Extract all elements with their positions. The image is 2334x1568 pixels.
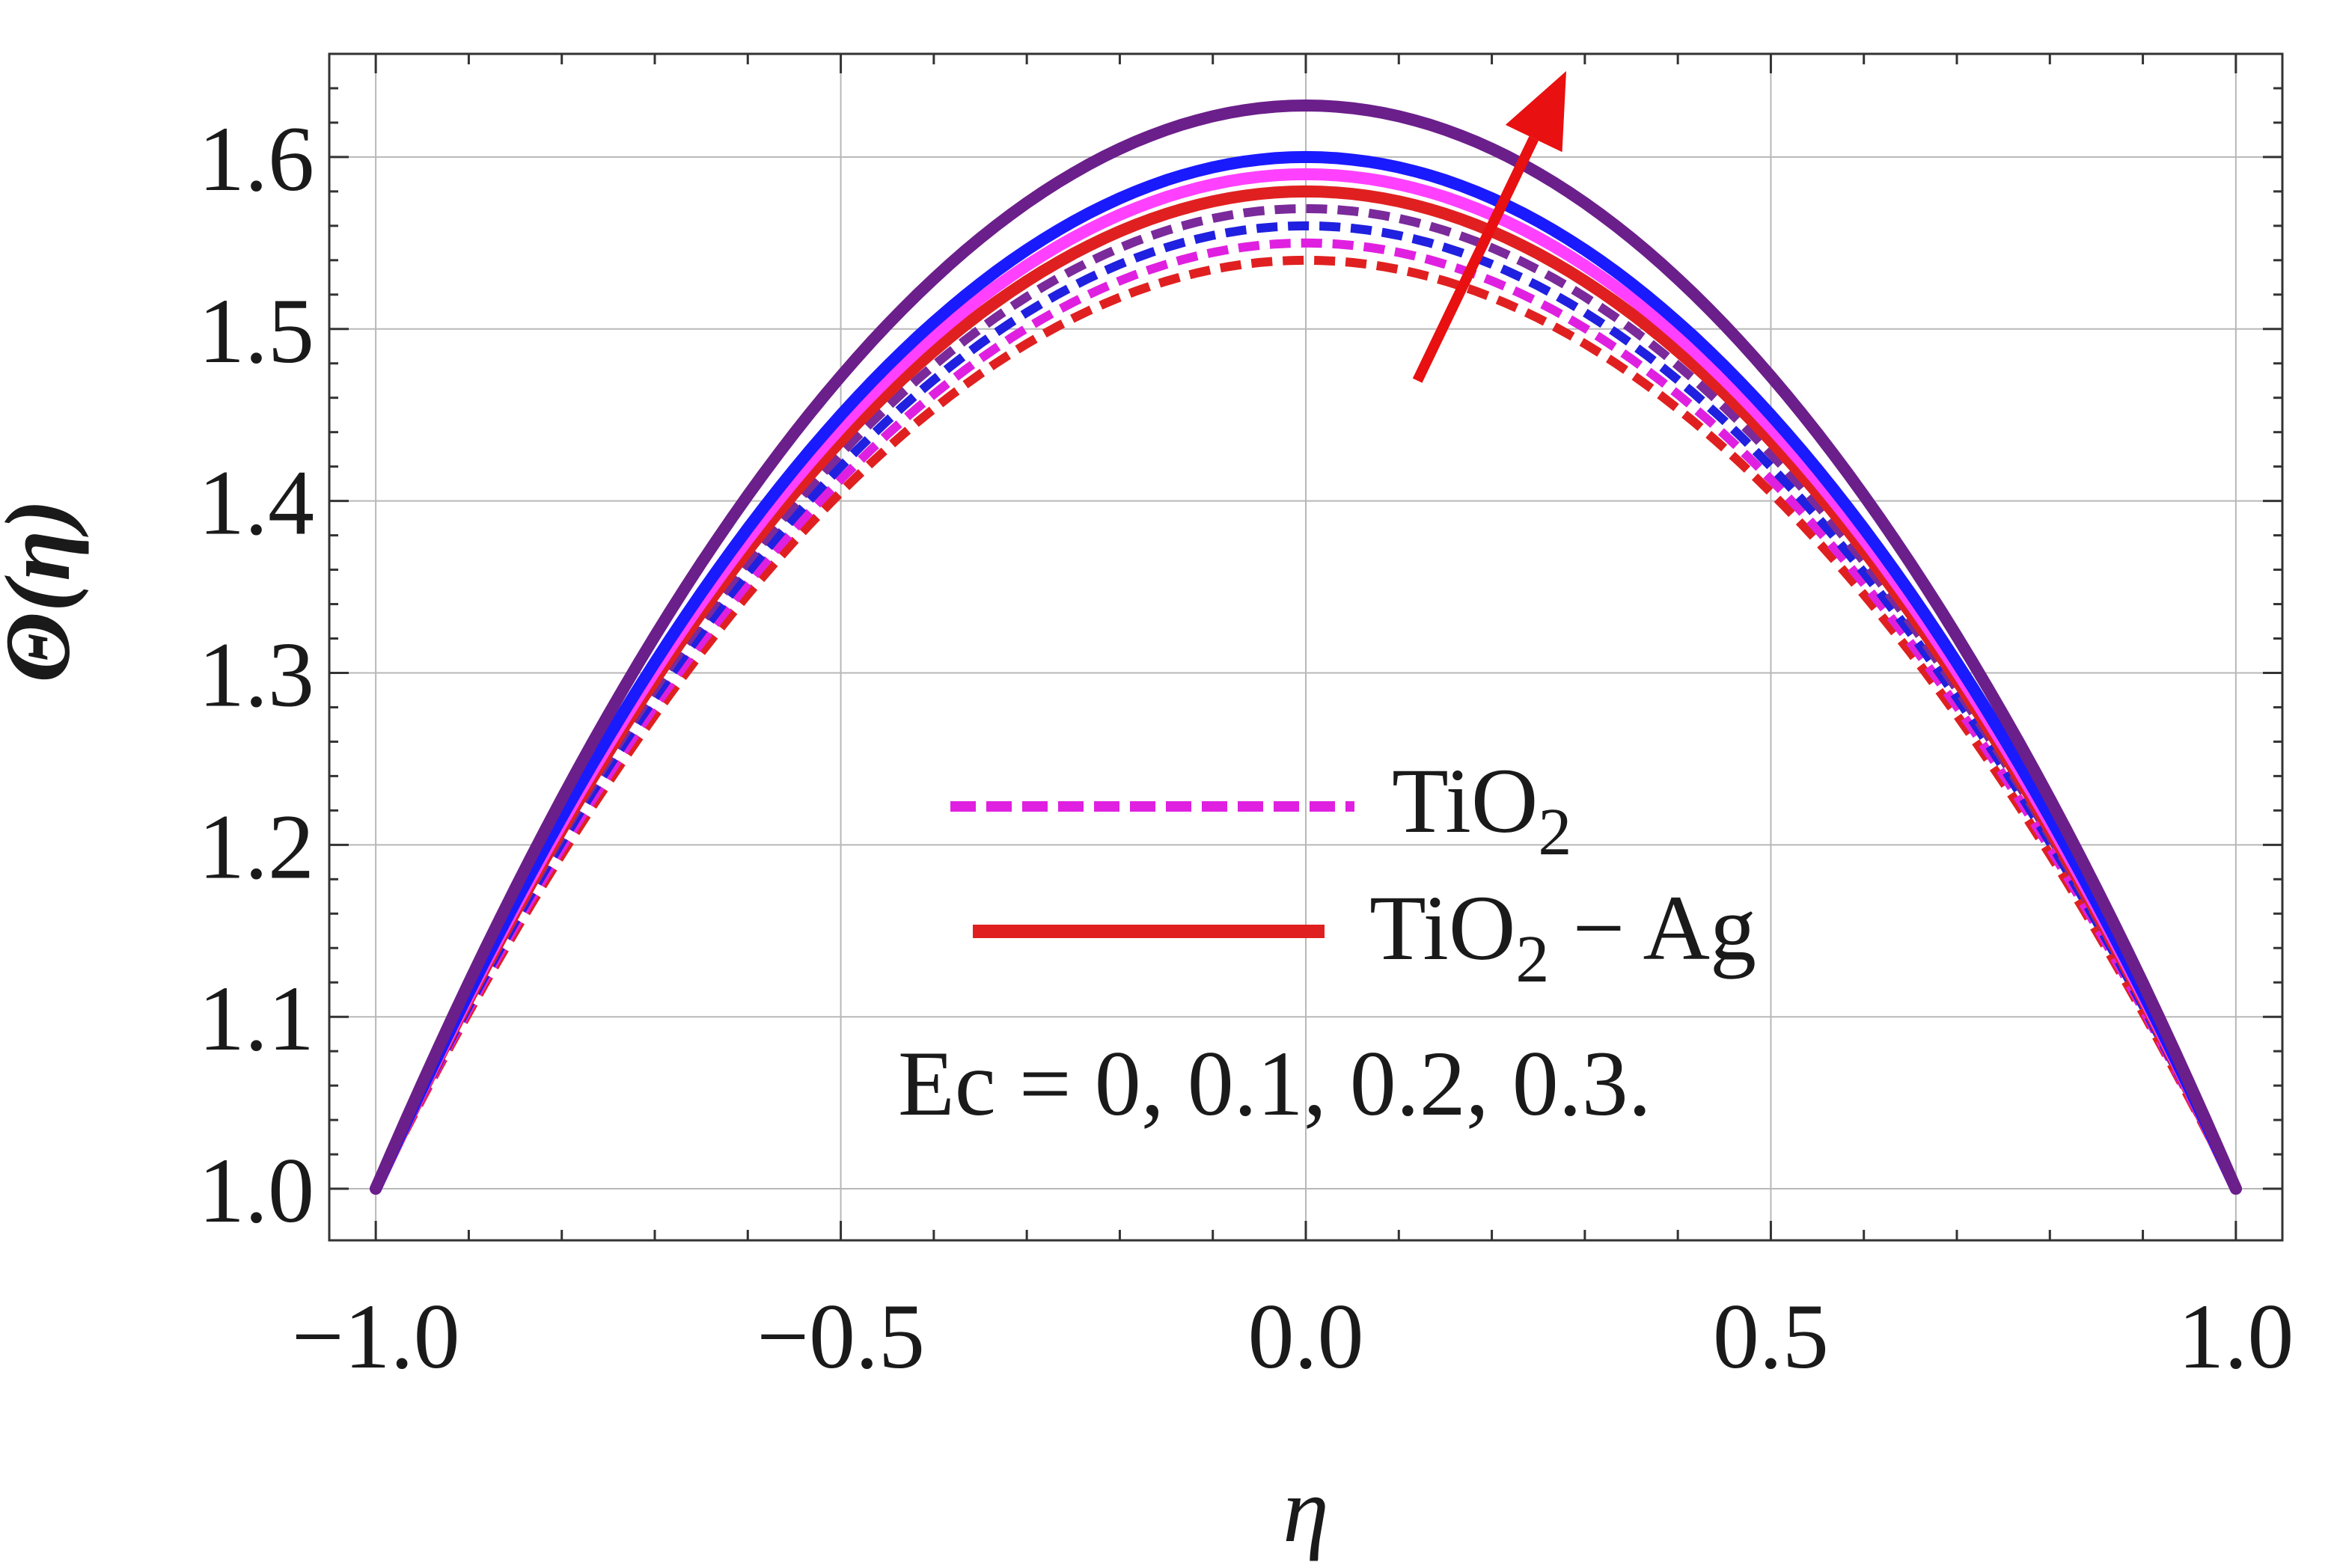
x-tick-label: 0.5: [1713, 1285, 1829, 1388]
arrow-head: [1505, 70, 1566, 153]
series-line: TiO2, Ec = 0.2: [371, 221, 2240, 1191]
series-line: TiO2, Ec = 0.1: [371, 238, 2240, 1191]
ec-annotation: Ec = 0, 0.1, 0.2, 0.3.: [898, 1032, 1652, 1135]
y-tick-label: 1.0: [198, 1139, 314, 1242]
increase-arrow: [1412, 70, 1566, 383]
x-tick-label: −1.0: [292, 1285, 460, 1388]
series-line: TiO2 − Ag, Ec = 0.2: [370, 150, 2242, 1195]
legend-label: TiO2: [1392, 750, 1571, 869]
tick-labels: −1.0 −0.5 0.0 0.5 1.0 1.0 1.1 1.2 1.3 1.4 1.5 1.6: [198, 108, 2294, 1388]
series-line: TiO2 − Ag, Ec = 0.3: [370, 99, 2242, 1195]
x-tick-label: 0.0: [1248, 1285, 1364, 1388]
y-tick-label: 1.5: [198, 280, 314, 382]
minor-ticks: [329, 54, 2282, 1240]
y-tick-label: 1.4: [198, 452, 314, 554]
series-group: TiO2, Ec = 0TiO2, Ec = 0.1TiO2, Ec = 0.2…: [370, 99, 2242, 1195]
series-line: TiO2, Ec = 0: [371, 255, 2240, 1191]
legend-label: TiO2 − Ag: [1369, 877, 1756, 996]
y-tick-label: 1.2: [198, 795, 314, 898]
y-tick-label: 1.1: [198, 967, 314, 1070]
x-tick-label: −0.5: [757, 1285, 925, 1388]
y-tick-label: 1.3: [198, 623, 314, 726]
y-axis-title: Θ(η): [0, 499, 89, 682]
x-axis-title: η: [1283, 1459, 1329, 1561]
y-tick-label: 1.6: [198, 108, 314, 210]
x-tick-label: 1.0: [2178, 1285, 2294, 1388]
arrow-shaft: [1412, 136, 1539, 383]
